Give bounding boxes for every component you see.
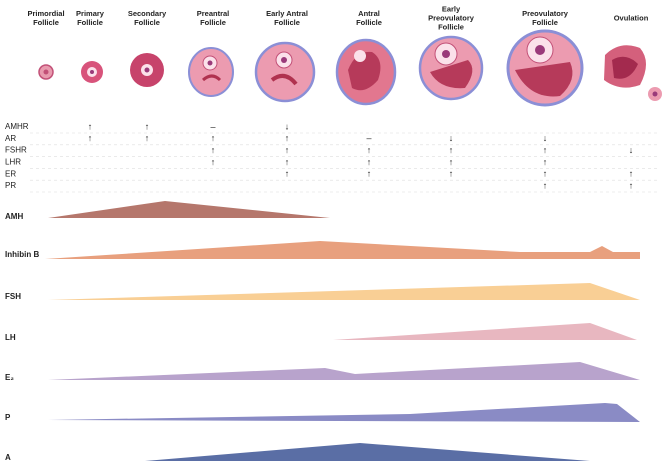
- receptor-change: ↓: [449, 133, 454, 143]
- hormone-label: FSH: [5, 292, 21, 301]
- receptor-change: –: [210, 121, 215, 131]
- receptor-change: ↑: [543, 180, 548, 190]
- hormone-profiles: [45, 201, 640, 461]
- receptor-change: ↑: [449, 169, 454, 179]
- receptor-change: ↑: [211, 133, 216, 143]
- receptor-change: ↑: [367, 157, 372, 167]
- receptor-label: AR: [5, 134, 16, 143]
- a-profile: [145, 443, 590, 461]
- receptor-change: ↓: [629, 145, 634, 155]
- stage-label: Preovulatory: [428, 13, 475, 22]
- receptor-change: ↑: [543, 169, 548, 179]
- receptor-change: ↓: [543, 133, 548, 143]
- receptor-change: ↑: [285, 169, 290, 179]
- receptor-change: ↑: [88, 133, 93, 143]
- stage-label: Follicle: [77, 18, 103, 27]
- receptor-change: ↑: [88, 121, 93, 131]
- hormone-label: A: [5, 453, 11, 462]
- hormone-label: AMH: [5, 212, 23, 221]
- receptor-change: ↑: [211, 145, 216, 155]
- receptor-change: –: [366, 133, 371, 143]
- receptor-change: ↑: [367, 169, 372, 179]
- stage-label: Early Antral: [266, 9, 308, 18]
- e2-profile: [48, 362, 640, 380]
- hormone-label: LH: [5, 333, 16, 342]
- stage-label: Secondary: [128, 9, 167, 18]
- receptor-label: FSHR: [5, 146, 27, 155]
- receptor-change: ↓: [285, 121, 290, 131]
- stage-label: Primary: [76, 9, 105, 18]
- amh-profile: [48, 201, 330, 218]
- stage-label: Follicle: [532, 18, 558, 27]
- hormone-label: P: [5, 413, 11, 422]
- stage-label: Follicle: [274, 18, 300, 27]
- receptor-change: ↑: [145, 121, 150, 131]
- receptor-label: AMHR: [5, 122, 29, 131]
- stage-label: Follicle: [356, 18, 382, 27]
- receptor-change: ↑: [543, 145, 548, 155]
- receptor-change: ↑: [211, 157, 216, 167]
- hormone-label: Inhibin B: [5, 250, 39, 259]
- receptor-change: ↑: [285, 145, 290, 155]
- receptor-change: ↑: [543, 157, 548, 167]
- stage-label: Primordial: [27, 9, 64, 18]
- receptor-change: ↑: [285, 157, 290, 167]
- receptor-change: ↑: [629, 169, 634, 179]
- fsh-profile: [48, 283, 640, 300]
- follicle-icons: [38, 29, 662, 107]
- receptor-change: ↑: [145, 133, 150, 143]
- stage-label: Follicle: [134, 18, 160, 27]
- hormone-label: E₂: [5, 373, 14, 382]
- receptor-grid: AMHR ↑ ↑ – ↓AR ↑ ↑ ↑ ↑ – ↓ ↓FSHR ↑ ↑ ↑ ↑ ↑ ↓LHR ↑ ↑ ↑ ↑ ↑ER ↑ ↑ ↑…: [5, 121, 660, 193]
- inhibin-b-profile: [45, 241, 640, 259]
- stage-label: Preantral: [197, 9, 230, 18]
- receptor-change: ↑: [449, 157, 454, 167]
- receptor-change: ↑: [629, 180, 634, 190]
- stage-label: Follicle: [33, 18, 59, 27]
- receptor-label: ER: [5, 169, 16, 178]
- stage-label: Follicle: [200, 18, 226, 27]
- lh-profile: [333, 323, 637, 340]
- receptor-change: ↑: [367, 145, 372, 155]
- stage-label: Early: [442, 4, 461, 13]
- receptor-change: ↑: [285, 133, 290, 143]
- receptor-change: ↑: [449, 145, 454, 155]
- p-profile: [48, 403, 640, 422]
- stage-label: Antral: [358, 9, 380, 18]
- stage-label: Ovulation: [614, 13, 649, 22]
- receptor-label: LHR: [5, 158, 21, 167]
- receptor-label: PR: [5, 181, 16, 190]
- stage-label: Preovulatory: [522, 9, 569, 18]
- stage-label: Follicle: [438, 22, 464, 31]
